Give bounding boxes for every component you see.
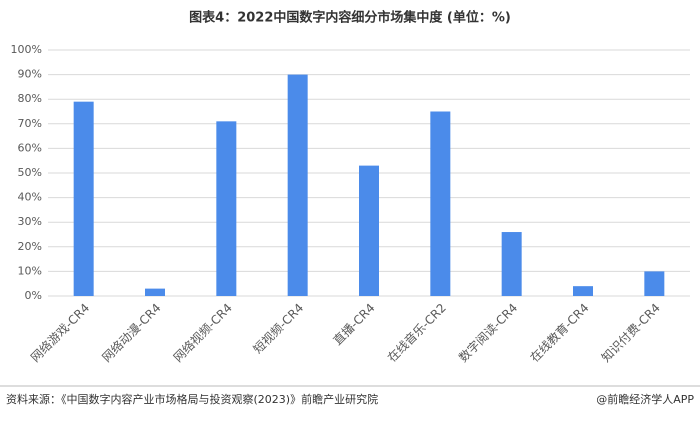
y-tick-label: 100% bbox=[11, 43, 42, 56]
bar bbox=[430, 111, 451, 296]
x-tick-label: 网络游戏-CR4 bbox=[27, 300, 92, 365]
y-tick-label: 20% bbox=[18, 240, 42, 253]
bar bbox=[573, 286, 593, 296]
bar bbox=[287, 74, 308, 296]
x-tick-label: 短视频-CR4 bbox=[250, 300, 306, 356]
bar bbox=[644, 271, 665, 296]
y-tick-label: 50% bbox=[18, 166, 42, 179]
bar bbox=[359, 165, 379, 296]
x-tick-label: 在线音乐-CR2 bbox=[384, 300, 449, 365]
x-tick-label: 数字阅读-CR4 bbox=[455, 300, 520, 365]
bar bbox=[73, 101, 94, 296]
x-tick-label: 网络视频-CR4 bbox=[170, 300, 235, 365]
source: 资料来源：《中国数字内容产业市场格局与投资观察(2023)》前瞻产业研究院 bbox=[6, 392, 378, 406]
x-tick-label: 直播-CR4 bbox=[330, 301, 377, 348]
credit: @前瞻经济学人APP bbox=[596, 392, 694, 406]
chart-title: 图表4：2022中国数字内容细分市场集中度 (单位：%) bbox=[189, 10, 511, 26]
x-tick-label: 知识付费-CR4 bbox=[599, 301, 663, 365]
y-tick-label: 10% bbox=[18, 264, 42, 277]
y-tick-label: 40% bbox=[18, 191, 42, 204]
y-tick-label: 30% bbox=[18, 215, 42, 228]
y-tick-label: 80% bbox=[18, 92, 42, 105]
y-tick-label: 90% bbox=[18, 68, 42, 81]
bar bbox=[216, 121, 237, 296]
x-tick-label: 在线教育-CR4 bbox=[527, 300, 592, 365]
y-tick-label: 60% bbox=[18, 141, 42, 154]
y-tick-label: 0% bbox=[25, 289, 42, 302]
y-tick-label: 70% bbox=[18, 117, 42, 130]
bar bbox=[145, 288, 165, 296]
x-tick-label: 网络动漫-CR4 bbox=[99, 300, 164, 365]
bar bbox=[501, 232, 522, 296]
